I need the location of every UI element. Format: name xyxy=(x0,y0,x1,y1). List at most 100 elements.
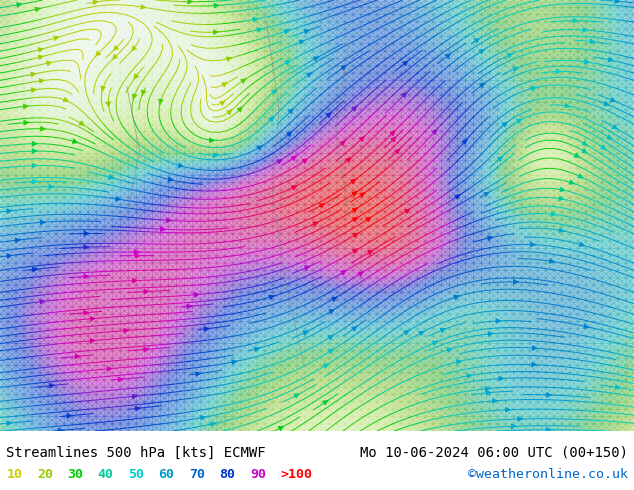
FancyArrowPatch shape xyxy=(38,48,43,52)
FancyArrowPatch shape xyxy=(210,138,214,143)
FancyArrowPatch shape xyxy=(93,0,98,4)
FancyArrowPatch shape xyxy=(72,139,77,143)
FancyArrowPatch shape xyxy=(276,159,282,164)
FancyArrowPatch shape xyxy=(226,57,231,61)
Text: >100: >100 xyxy=(280,468,312,481)
FancyArrowPatch shape xyxy=(35,7,40,12)
FancyArrowPatch shape xyxy=(144,347,148,352)
FancyArrowPatch shape xyxy=(590,39,595,44)
FancyArrowPatch shape xyxy=(502,122,507,127)
FancyArrowPatch shape xyxy=(341,270,346,275)
FancyArrowPatch shape xyxy=(101,86,105,92)
FancyArrowPatch shape xyxy=(204,327,209,331)
Text: 50: 50 xyxy=(128,468,144,481)
FancyArrowPatch shape xyxy=(456,360,461,364)
FancyArrowPatch shape xyxy=(556,69,560,74)
FancyArrowPatch shape xyxy=(39,79,44,83)
FancyArrowPatch shape xyxy=(133,278,137,283)
FancyArrowPatch shape xyxy=(328,335,333,340)
FancyArrowPatch shape xyxy=(486,391,491,395)
FancyArrowPatch shape xyxy=(488,332,493,336)
FancyArrowPatch shape xyxy=(506,408,510,412)
FancyArrowPatch shape xyxy=(326,112,331,117)
FancyArrowPatch shape xyxy=(560,187,565,192)
FancyArrowPatch shape xyxy=(307,73,312,77)
FancyArrowPatch shape xyxy=(49,184,54,189)
FancyArrowPatch shape xyxy=(467,374,472,378)
FancyArrowPatch shape xyxy=(168,177,173,181)
FancyArrowPatch shape xyxy=(107,367,112,371)
FancyArrowPatch shape xyxy=(533,346,537,350)
FancyArrowPatch shape xyxy=(585,59,589,64)
FancyArrowPatch shape xyxy=(569,180,574,184)
FancyArrowPatch shape xyxy=(579,242,585,246)
FancyArrowPatch shape xyxy=(304,266,310,270)
FancyArrowPatch shape xyxy=(160,227,165,231)
Text: Mo 10-06-2024 06:00 UTC (00+150): Mo 10-06-2024 06:00 UTC (00+150) xyxy=(359,446,628,460)
FancyArrowPatch shape xyxy=(67,414,72,418)
FancyArrowPatch shape xyxy=(257,146,262,150)
FancyArrowPatch shape xyxy=(496,318,501,323)
FancyArrowPatch shape xyxy=(15,238,20,243)
FancyArrowPatch shape xyxy=(323,364,328,368)
FancyArrowPatch shape xyxy=(291,156,296,161)
FancyArrowPatch shape xyxy=(210,422,216,426)
FancyArrowPatch shape xyxy=(188,0,193,4)
FancyArrowPatch shape xyxy=(187,304,191,309)
FancyArrowPatch shape xyxy=(474,38,480,43)
FancyArrowPatch shape xyxy=(144,290,148,294)
FancyArrowPatch shape xyxy=(446,53,451,58)
FancyArrowPatch shape xyxy=(113,46,119,50)
FancyArrowPatch shape xyxy=(24,121,29,125)
FancyArrowPatch shape xyxy=(241,79,246,83)
FancyArrowPatch shape xyxy=(608,57,613,62)
FancyArrowPatch shape xyxy=(285,29,290,34)
Text: 20: 20 xyxy=(37,468,53,481)
FancyArrowPatch shape xyxy=(118,377,123,382)
FancyArrowPatch shape xyxy=(278,426,283,431)
FancyArrowPatch shape xyxy=(32,149,37,153)
FancyArrowPatch shape xyxy=(368,250,373,254)
FancyArrowPatch shape xyxy=(366,217,371,221)
FancyArrowPatch shape xyxy=(304,29,309,34)
Text: 60: 60 xyxy=(158,468,174,481)
FancyArrowPatch shape xyxy=(106,102,110,107)
FancyArrowPatch shape xyxy=(299,40,304,44)
FancyArrowPatch shape xyxy=(352,326,357,331)
FancyArrowPatch shape xyxy=(269,117,274,122)
FancyArrowPatch shape xyxy=(288,109,294,114)
FancyArrowPatch shape xyxy=(582,148,587,153)
FancyArrowPatch shape xyxy=(615,0,620,3)
FancyArrowPatch shape xyxy=(447,348,452,352)
FancyArrowPatch shape xyxy=(47,61,51,66)
FancyArrowPatch shape xyxy=(178,163,183,168)
FancyArrowPatch shape xyxy=(404,209,410,213)
FancyArrowPatch shape xyxy=(232,360,236,365)
FancyArrowPatch shape xyxy=(31,88,36,92)
FancyArrowPatch shape xyxy=(532,362,536,367)
FancyArrowPatch shape xyxy=(38,55,43,60)
FancyArrowPatch shape xyxy=(611,98,616,102)
FancyArrowPatch shape xyxy=(559,196,564,200)
FancyArrowPatch shape xyxy=(346,157,351,162)
FancyArrowPatch shape xyxy=(391,137,396,142)
FancyArrowPatch shape xyxy=(583,28,588,32)
FancyArrowPatch shape xyxy=(341,66,346,70)
FancyArrowPatch shape xyxy=(109,175,113,179)
FancyArrowPatch shape xyxy=(63,98,68,101)
FancyArrowPatch shape xyxy=(292,186,297,190)
FancyArrowPatch shape xyxy=(41,126,45,131)
FancyArrowPatch shape xyxy=(134,250,139,254)
FancyArrowPatch shape xyxy=(512,424,516,429)
FancyArrowPatch shape xyxy=(514,280,518,284)
FancyArrowPatch shape xyxy=(516,120,522,123)
FancyArrowPatch shape xyxy=(340,141,345,146)
FancyArrowPatch shape xyxy=(332,297,337,301)
FancyArrowPatch shape xyxy=(200,416,205,420)
FancyArrowPatch shape xyxy=(84,231,89,236)
FancyArrowPatch shape xyxy=(90,317,95,321)
FancyArrowPatch shape xyxy=(237,107,242,112)
FancyArrowPatch shape xyxy=(359,193,365,197)
FancyArrowPatch shape xyxy=(329,309,334,314)
FancyArrowPatch shape xyxy=(32,268,37,272)
